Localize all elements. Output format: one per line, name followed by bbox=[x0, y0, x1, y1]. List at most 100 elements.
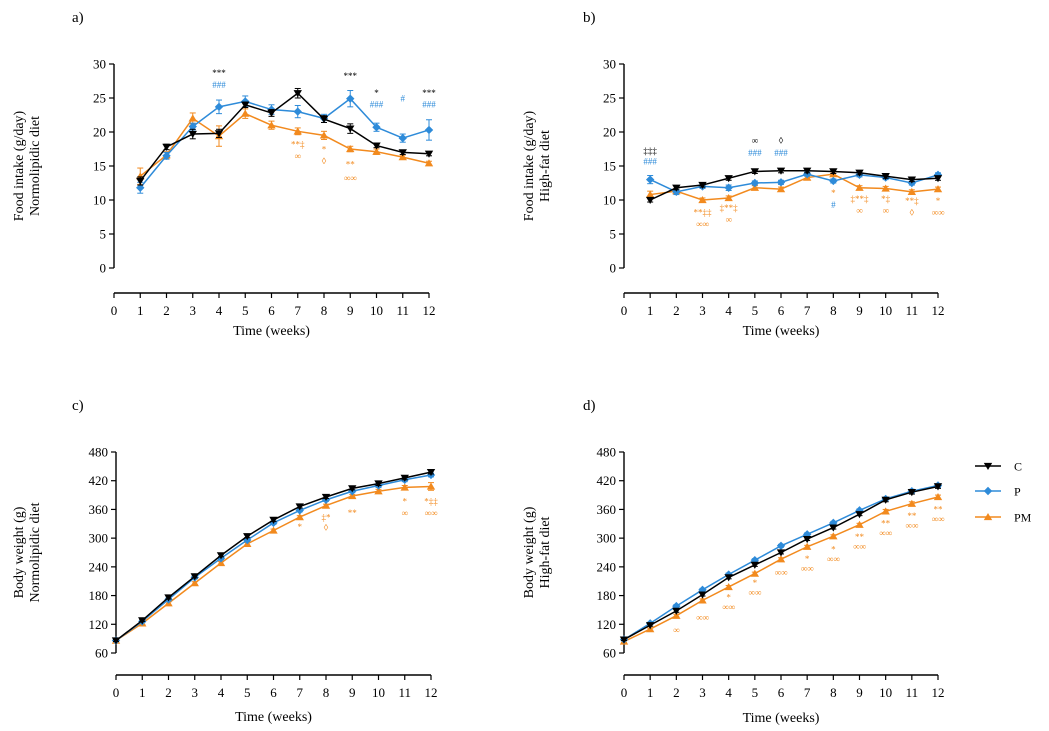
y-axis-label: High-fat diet bbox=[538, 516, 553, 588]
data-point-C bbox=[138, 617, 147, 625]
x-tick-label: 7 bbox=[804, 685, 811, 700]
data-point-C bbox=[319, 115, 329, 124]
x-tick-label: 8 bbox=[321, 303, 328, 318]
x-tick-label: 11 bbox=[396, 303, 409, 318]
data-point-PM bbox=[724, 193, 733, 202]
data-point-C bbox=[750, 168, 760, 176]
significance-marker: ∞∞ bbox=[932, 514, 945, 524]
legend-item-P: P bbox=[975, 485, 1021, 499]
y-tick-label: 10 bbox=[93, 193, 106, 208]
data-point-P bbox=[241, 97, 250, 106]
data-point-PM bbox=[295, 513, 304, 521]
y-tick-label: 420 bbox=[89, 473, 109, 488]
data-point-C bbox=[400, 474, 409, 482]
y-tick-label: 300 bbox=[89, 531, 109, 546]
y-tick-label: 30 bbox=[603, 57, 616, 72]
y-tick-label: 420 bbox=[597, 473, 617, 488]
data-point-P bbox=[776, 178, 786, 187]
significance-marker: ∞∞ bbox=[879, 528, 892, 538]
significance-marker: ∞∞ bbox=[748, 588, 761, 598]
data-point-C bbox=[750, 561, 760, 569]
significance-marker: ◊ bbox=[322, 156, 327, 166]
significance-marker: ** bbox=[346, 159, 356, 169]
y-axis-label: High-fat diet bbox=[538, 130, 553, 202]
x-tick-label: 11 bbox=[398, 685, 411, 700]
x-axis-label: Time (weeks) bbox=[235, 710, 312, 725]
y-tick-label: 120 bbox=[89, 617, 109, 632]
data-point-PM bbox=[346, 145, 355, 153]
data-point-C bbox=[321, 493, 331, 501]
significance-marker: # bbox=[401, 93, 406, 103]
data-point-P bbox=[802, 530, 812, 539]
significance-marker: * bbox=[753, 578, 758, 588]
significance-marker: ∞∞ bbox=[853, 542, 866, 552]
y-tick-label: 20 bbox=[93, 125, 106, 140]
significance-marker: ∞∞ bbox=[932, 208, 945, 218]
significance-marker: *‡ bbox=[881, 194, 891, 204]
series-C bbox=[136, 87, 434, 186]
series-C bbox=[645, 167, 943, 204]
significance-marker: ‡**‡ bbox=[851, 194, 870, 204]
series-PM bbox=[136, 108, 434, 185]
data-point-C bbox=[241, 101, 250, 109]
significance-marker: ** bbox=[855, 532, 865, 542]
data-point-C bbox=[645, 196, 655, 204]
significance-marker: ∞ bbox=[725, 214, 731, 224]
y-tick-label: 15 bbox=[603, 159, 616, 174]
significance-marker: ### bbox=[370, 100, 384, 110]
data-point-PM bbox=[907, 187, 917, 195]
panel-label: b) bbox=[583, 10, 596, 26]
significance-marker: * bbox=[726, 592, 731, 602]
data-point-P bbox=[293, 107, 302, 116]
y-tick-label: 25 bbox=[93, 91, 106, 106]
y-tick-label: 20 bbox=[603, 125, 616, 140]
data-point-C bbox=[426, 468, 436, 477]
legend-label: P bbox=[1014, 485, 1021, 499]
data-point-PM bbox=[698, 596, 707, 604]
panel-label: c) bbox=[72, 398, 84, 414]
data-point-PM bbox=[188, 114, 197, 122]
significance-marker: **‡ bbox=[905, 196, 919, 206]
data-point-C bbox=[162, 143, 171, 151]
x-tick-label: 10 bbox=[370, 303, 383, 318]
significance-marker: ∞∞ bbox=[696, 612, 709, 622]
data-point-PM bbox=[933, 492, 943, 501]
significance-marker: ∞ bbox=[882, 206, 888, 216]
y-tick-label: 300 bbox=[597, 531, 617, 546]
data-point-C bbox=[164, 594, 173, 602]
x-tick-label: 8 bbox=[830, 685, 837, 700]
significance-marker: *** bbox=[422, 88, 436, 98]
data-point-C bbox=[724, 175, 733, 183]
data-point-C bbox=[243, 533, 252, 541]
y-tick-label: 15 bbox=[93, 159, 106, 174]
data-point-PM bbox=[933, 185, 943, 193]
y-tick-label: 0 bbox=[610, 261, 617, 276]
y-axis-label: Normolipidic diet bbox=[28, 502, 43, 602]
x-tick-label: 1 bbox=[139, 685, 146, 700]
x-tick-label: 5 bbox=[242, 303, 249, 318]
x-tick-label: 9 bbox=[349, 685, 356, 700]
y-axis-label: Food intake (g/day) bbox=[522, 110, 537, 221]
data-point-C bbox=[881, 496, 890, 504]
significance-marker: ### bbox=[212, 80, 226, 90]
y-tick-label: 120 bbox=[597, 617, 617, 632]
significance-marker: ∞∞ bbox=[722, 602, 735, 612]
significance-marker: ‡‡‡ bbox=[643, 146, 657, 156]
data-point-C bbox=[776, 167, 786, 175]
data-point-P bbox=[214, 102, 224, 112]
series-C bbox=[111, 468, 436, 645]
data-point-PM bbox=[424, 159, 434, 167]
y-tick-label: 30 bbox=[93, 57, 106, 72]
significance-marker: ∞∞ bbox=[827, 554, 840, 564]
series-line-C bbox=[115, 471, 432, 642]
data-point-PM bbox=[907, 499, 917, 507]
y-tick-label: 240 bbox=[597, 559, 617, 574]
data-point-PM bbox=[881, 184, 890, 192]
x-tick-label: 12 bbox=[932, 685, 945, 700]
x-tick-label: 9 bbox=[347, 303, 354, 318]
y-tick-label: 240 bbox=[89, 559, 109, 574]
data-point-C bbox=[829, 168, 838, 176]
x-tick-label: 3 bbox=[699, 685, 706, 700]
data-point-P bbox=[645, 175, 655, 184]
